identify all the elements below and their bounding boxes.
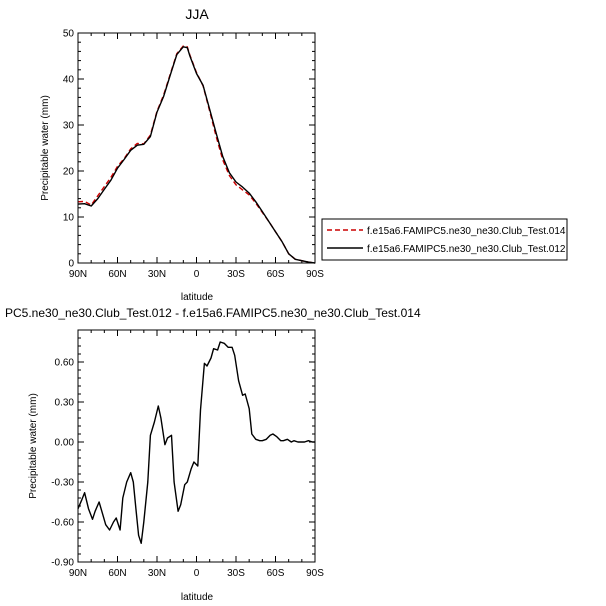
top-x-tick-label: 30N (148, 269, 166, 280)
bottom-chart-title: PC5.ne30_ne30.Club_Test.012 - f.e15a6.FA… (5, 306, 421, 320)
legend-label-2: f.e15a6.FAMIPC5.ne30_ne30.Club_Test.012 (367, 244, 566, 255)
bottom-chart-xlabel: latitude (181, 592, 214, 603)
top-chart: JJA 90N 60N 30N 0 30S 60S 90S 0 10 20 30 40 50 Preci… (40, 6, 324, 303)
bottom-y-tick-label: 0.60 (55, 358, 75, 369)
bottom-x-tick-label: 30S (227, 568, 245, 579)
bottom-chart: PC5.ne30_ne30.Club_Test.012 - f.e15a6.FA… (5, 306, 421, 603)
bottom-y-tick-label: -0.30 (51, 478, 74, 489)
bottom-y-tick-label: 0.30 (55, 398, 75, 409)
top-plot-frame (77, 32, 316, 264)
top-plot-area: 90N 60N 30N 0 30S 60S 90S 0 10 20 30 40 50 (63, 29, 324, 281)
top-chart-xlabel: latitude (181, 292, 214, 303)
bottom-x-tick-label: 0 (194, 568, 200, 579)
top-y-tick-label: 20 (63, 167, 75, 178)
top-x-tick-label: 90S (306, 269, 324, 280)
bottom-y-tick-label: 0.00 (55, 438, 75, 449)
top-chart-title: JJA (185, 6, 209, 22)
legend-box (321, 218, 568, 261)
top-y-tick-label: 10 (63, 213, 75, 224)
bottom-y-tick-label: -0.90 (51, 558, 74, 569)
top-chart-ylabel: Precipitable water (mm) (40, 95, 51, 201)
bottom-plot-frame (77, 329, 316, 563)
top-y-tick-label: 30 (63, 121, 75, 132)
bottom-x-tick-label: 90N (69, 568, 87, 579)
top-x-tick-label: 60N (108, 269, 126, 280)
top-y-tick-label: 40 (63, 75, 75, 86)
bottom-x-tick-label: 60S (267, 568, 285, 579)
top-x-tick-label: 60S (267, 269, 285, 280)
top-x-tick-label: 90N (69, 269, 87, 280)
top-series-line-1 (77, 45, 316, 264)
top-x-tick-label: 0 (194, 269, 200, 280)
top-y-tick-label: 50 (63, 29, 75, 40)
legend: f.e15a6.FAMIPC5.ne30_ne30.Club_Test.014 … (321, 218, 568, 261)
bottom-plot-area: 90N 60N 30N 0 30S 60S 90S -0.90 -0.60 -0.30 0.00 0.… (51, 329, 324, 579)
bottom-series-line-1 (77, 341, 315, 544)
bottom-chart-ylabel: Precipitable water (mm) (28, 393, 39, 499)
top-series-line-2 (77, 46, 316, 264)
bottom-x-tick-label: 30N (148, 568, 166, 579)
bottom-x-tick-label: 90S (306, 568, 324, 579)
legend-label-1: f.e15a6.FAMIPC5.ne30_ne30.Club_Test.014 (367, 226, 566, 237)
top-x-tick-label: 30S (227, 269, 245, 280)
top-y-tick-label: 0 (68, 259, 74, 270)
bottom-x-tick-label: 60N (108, 568, 126, 579)
bottom-y-tick-label: -0.60 (51, 518, 74, 529)
